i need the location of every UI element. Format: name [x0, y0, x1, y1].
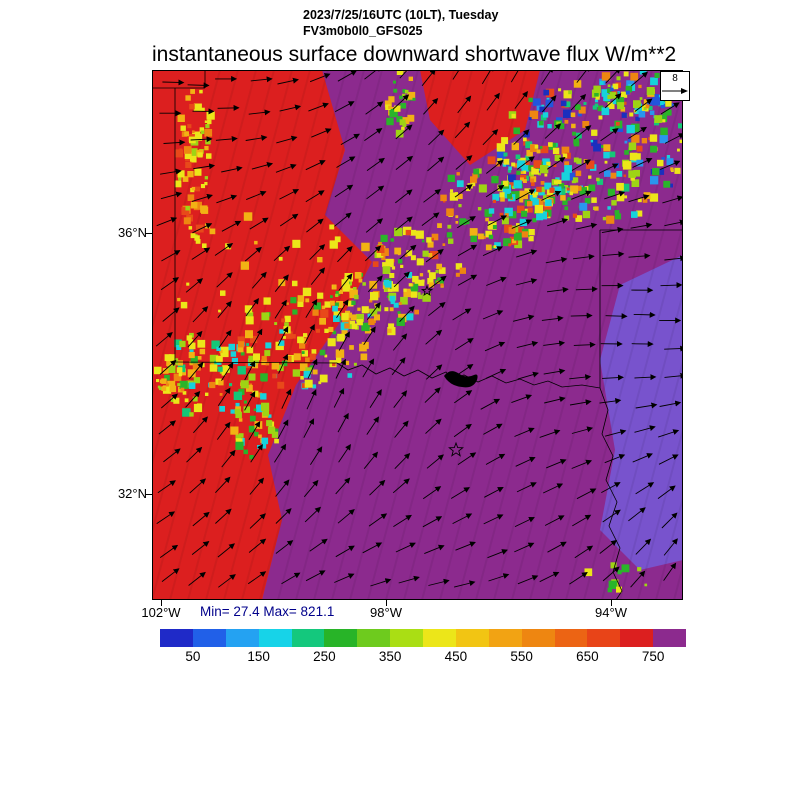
colorbar-segment [587, 629, 621, 647]
colorbar-segment [192, 629, 226, 647]
colorbar-segment [225, 629, 259, 647]
colorbar-segment [160, 629, 193, 647]
colorbar-segment [357, 629, 391, 647]
colorbar-segment [521, 629, 555, 647]
lon-tick-mark [611, 600, 612, 606]
colorbar-tick-label: 750 [641, 649, 665, 664]
wind-reference-value: 8 [672, 73, 678, 84]
colorbar-tick-label: 450 [444, 649, 468, 664]
lat-tick-label: 32°N [117, 486, 147, 501]
lat-tick-mark [145, 494, 152, 495]
violet-flux-region [600, 255, 683, 570]
colorbar-segment [554, 629, 588, 647]
lon-tick-mark [161, 600, 162, 606]
colorbar-segment [653, 629, 686, 647]
lat-tick-label: 36°N [117, 225, 147, 240]
colorbar-segment [620, 629, 654, 647]
lon-tick-label: 98°W [370, 605, 402, 620]
colorbar-tick-label: 650 [576, 649, 599, 664]
colorbar-tick-label: 50 [185, 649, 201, 664]
flux-map [152, 70, 683, 600]
wind-reference-box: 8 [660, 71, 690, 101]
map-frame [152, 70, 683, 600]
lon-tick-label: 102°W [141, 605, 181, 620]
colorbar-segment [324, 629, 358, 647]
colorbar-segment [390, 629, 423, 647]
colorbar-segment [455, 629, 489, 647]
lat-tick-mark [145, 233, 152, 234]
min-max-label: Min= 27.4 Max= 821.1 [200, 604, 335, 619]
colorbar-tick-label: 550 [510, 649, 533, 664]
model-name-header: FV3m0b0l0_GFS025 [303, 24, 423, 38]
colorbar-segment [423, 629, 456, 647]
wind-reference-arrow-icon [662, 88, 688, 94]
star-marker [420, 284, 434, 297]
units-label: W/m**2 [605, 43, 677, 66]
red-patch-region [420, 70, 540, 165]
colorbar-segment [291, 629, 325, 647]
colorbar-tick-label: 150 [247, 649, 270, 664]
lon-tick-mark [386, 600, 387, 606]
colorbar-tick-label: 350 [378, 649, 402, 664]
colorbar [160, 629, 686, 647]
star-marker [448, 441, 464, 457]
wind-vectors [155, 70, 683, 588]
colorbar-segment [488, 629, 522, 647]
river-feature [444, 371, 478, 388]
purple-high-flux-region [262, 70, 683, 600]
colorbar-segment [258, 629, 292, 647]
colorbar-tick-label: 250 [313, 649, 336, 664]
plot-title: instantaneous surface downward shortwave… [152, 43, 600, 66]
valid-time-header: 2023/7/25/16UTC (10LT), Tuesday [303, 8, 499, 22]
lon-tick-label: 94°W [595, 605, 627, 620]
